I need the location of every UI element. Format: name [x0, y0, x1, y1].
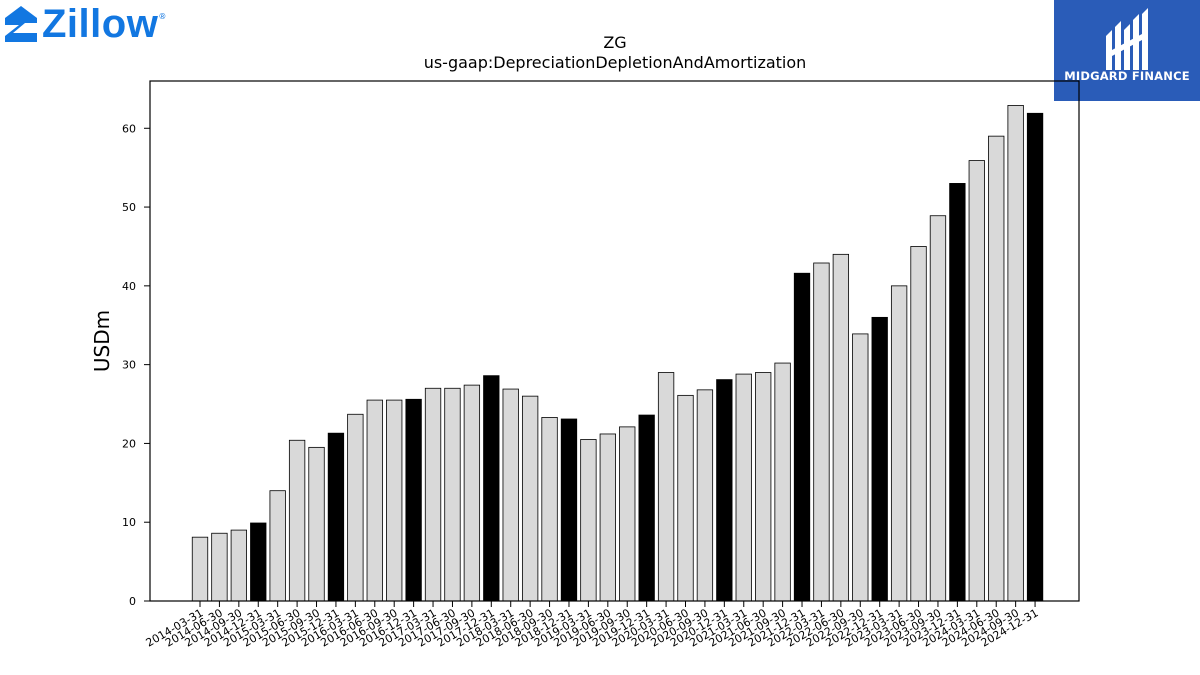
bar-2019-03-31: [580, 439, 597, 602]
bar-2022-03-31: [813, 262, 830, 602]
bar-2020-09-30: [696, 389, 714, 602]
bar-2017-06-30: [444, 387, 461, 602]
bar-2021-09-30: [774, 362, 791, 602]
bar-2020-06-30: [677, 394, 694, 602]
bar-2022-09-30: [852, 333, 869, 602]
bar-2024-03-31: [968, 160, 985, 602]
y-tick-label: 20: [122, 437, 136, 450]
y-tick-label: 30: [122, 359, 136, 372]
bar-2021-06-30: [755, 372, 772, 602]
bar-2016-03-31: [347, 413, 364, 602]
bar-2020-03-31: [657, 372, 675, 602]
bar-2019-12-31: [638, 414, 655, 602]
bar-2023-03-31: [890, 285, 908, 602]
y-tick-label: 60: [122, 122, 136, 135]
y-tick-label: 10: [122, 516, 136, 529]
bar-2014-06-30: [211, 532, 228, 602]
bar-2014-12-31: [250, 522, 267, 602]
y-tick-label: 0: [129, 595, 136, 608]
bar-2014-03-31: [191, 536, 209, 602]
bar-2019-06-30: [599, 433, 616, 602]
bar-2015-09-30: [308, 446, 325, 602]
bar-2022-06-30: [832, 253, 850, 602]
y-axis-label: USDm: [90, 310, 114, 372]
bar-2017-12-31: [483, 375, 500, 602]
midgard-emblem-icon: [1106, 8, 1148, 70]
bar-2014-09-30: [230, 529, 247, 602]
y-tick-label: 50: [122, 201, 136, 214]
bar-2017-09-30: [463, 384, 481, 602]
bar-2019-09-30: [619, 426, 636, 602]
bar-2016-12-31: [405, 398, 422, 602]
bar-2016-09-30: [386, 399, 403, 602]
bar-2015-06-30: [288, 439, 306, 602]
bar-2023-06-30: [910, 246, 927, 602]
bar-2018-12-31: [560, 418, 578, 602]
bar-2024-12-31: [1026, 112, 1044, 602]
bar-2022-12-31: [871, 316, 888, 602]
bar-2023-12-31: [949, 183, 966, 602]
bar-2020-12-31: [716, 379, 733, 602]
zillow-wordmark: Zillow: [42, 2, 159, 46]
bar-2018-06-30: [521, 395, 539, 602]
chart-subtitle: us-gaap:DepreciationDepletionAndAmortiza…: [424, 53, 807, 72]
midgard-finance-logo: MIDGARD FINANCE: [1054, 0, 1200, 101]
bar-2017-03-31: [424, 387, 442, 602]
bar-2021-03-31: [735, 373, 752, 602]
bars: [191, 105, 1044, 602]
bar-2015-03-31: [269, 490, 286, 602]
bar-2016-06-30: [366, 399, 383, 602]
bar-2018-09-30: [541, 417, 558, 602]
bar-2021-12-31: [793, 272, 811, 602]
plot-frame: [149, 80, 1080, 602]
zillow-house-icon: [5, 6, 37, 42]
y-tick-label: 40: [122, 280, 136, 293]
chart-title: ZG: [603, 33, 626, 52]
bar-2024-09-30: [1007, 105, 1024, 602]
bar-2024-06-30: [988, 135, 1005, 602]
bar-2023-09-30: [929, 215, 947, 602]
bar-2015-12-31: [327, 432, 345, 602]
zillow-logo: Zillow ®: [4, 4, 166, 44]
y-ticks: 0 10 20 30 40 50 60: [122, 122, 150, 608]
zillow-registered-mark: ®: [158, 12, 167, 21]
midgard-finance-name: MIDGARD FINANCE: [1064, 69, 1190, 83]
x-tick-labels: 2014-03-312014-06-302014-09-302014-12-31…: [144, 601, 1041, 650]
bar-2018-03-31: [502, 388, 519, 602]
